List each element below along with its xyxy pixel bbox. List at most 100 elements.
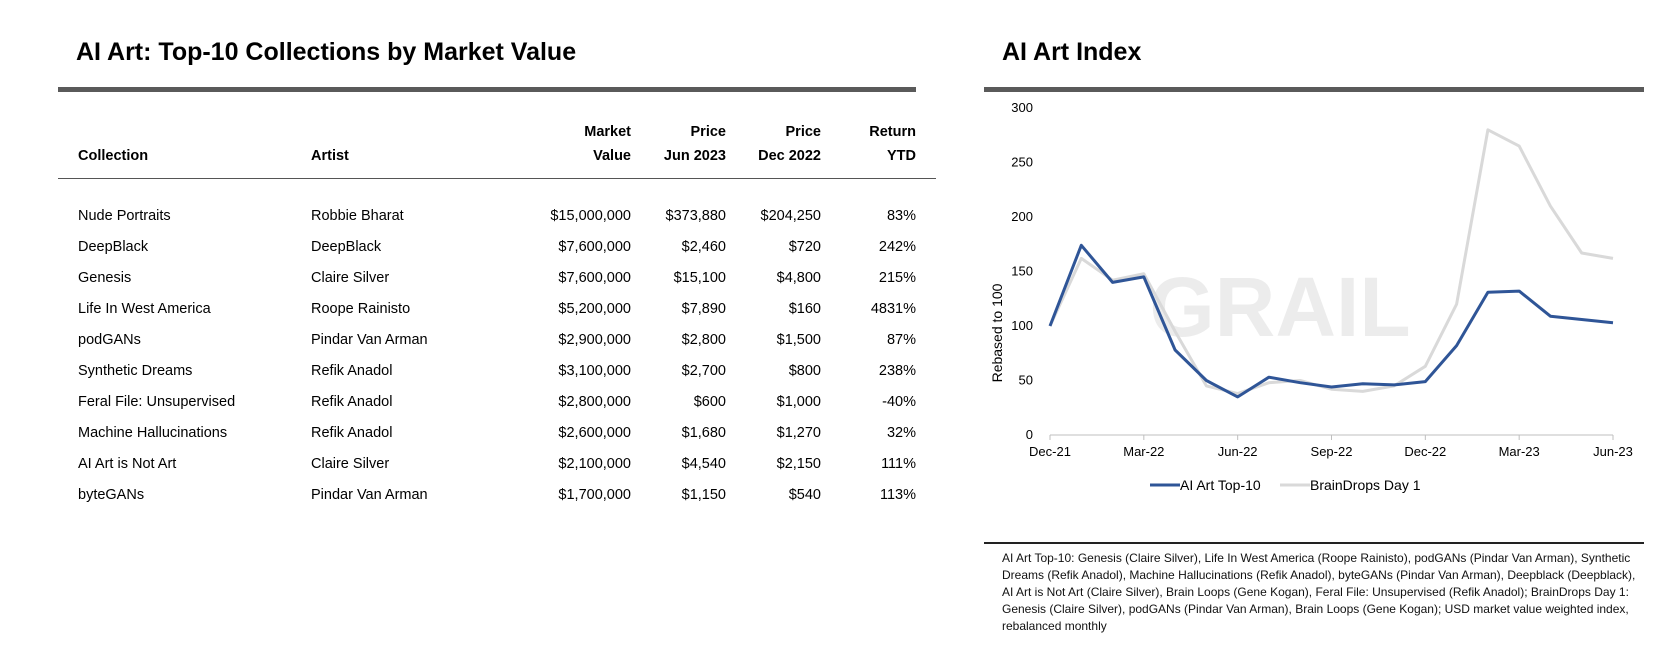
x-tick-label: Dec-22 — [1404, 444, 1446, 459]
cell-return-ytd: 83% — [886, 208, 916, 224]
ai-art-index-chart: GRAIL 0 50 100 150 200 250 300 Dec-21 Mar-22 Jun… — [989, 100, 1633, 493]
cell-collection: Nude Portraits — [78, 208, 171, 224]
cell-price-dec-2022: $720 — [788, 239, 821, 255]
cell-artist: Refik Anadol — [311, 425, 393, 441]
cell-collection: Feral File: Unsupervised — [78, 394, 236, 410]
cell-price-jun-2023: $2,460 — [681, 239, 726, 255]
chart-top-rule — [984, 87, 1644, 92]
cell-collection: Life In West America — [78, 301, 211, 317]
collections-table: Collection Artist Market Value Price Jun 2… — [58, 98, 936, 511]
cell-artist: Claire Silver — [311, 270, 390, 286]
cell-collection: Synthetic Dreams — [78, 363, 193, 379]
table-row: AI Art is Not Art Claire Silver $2,100,000… — [58, 449, 936, 480]
cell-price-dec-2022: $1,000 — [776, 394, 821, 410]
cell-return-ytd: 111% — [881, 456, 916, 472]
table-body: Nude Portraits Robbie Bharat $15,000,000 $3… — [58, 179, 936, 512]
cell-price-dec-2022: $540 — [788, 487, 821, 503]
cell-return-ytd: 87% — [886, 332, 916, 348]
cell-market-value: $2,600,000 — [558, 425, 631, 441]
header-collection: Collection — [78, 148, 149, 164]
cell-artist: Pindar Van Arman — [311, 332, 428, 348]
svg-text:GRAIL: GRAIL — [1149, 260, 1410, 354]
y-axis-label: Rebased to 100 — [989, 283, 1005, 382]
table-row: byteGANs Pindar Van Arman $1,700,000 $1,150… — [58, 480, 936, 511]
chart-footnote: AI Art Top-10: Genesis (Claire Silver), … — [1002, 551, 1636, 633]
cell-price-jun-2023: $7,890 — [681, 301, 726, 317]
cell-artist: Refik Anadol — [311, 363, 393, 379]
table-row: Life In West America Roope Rainisto $5,200… — [58, 294, 936, 325]
cell-price-dec-2022: $1,500 — [776, 332, 821, 348]
table-row: DeepBlack DeepBlack $7,600,000 $2,460 $720 24… — [58, 232, 936, 263]
cell-price-dec-2022: $204,250 — [760, 208, 821, 224]
table-header-row: Collection Artist Market Value Price Jun 2… — [58, 98, 936, 179]
cell-return-ytd: 4831% — [870, 301, 916, 317]
y-tick-label: 200 — [1011, 209, 1033, 224]
cell-price-dec-2022: $4,800 — [776, 270, 821, 286]
series-line-0 — [1048, 243, 1614, 399]
series-lines — [1048, 128, 1614, 399]
cell-price-jun-2023: $600 — [693, 394, 726, 410]
cell-return-ytd: 32% — [886, 425, 916, 441]
cell-price-jun-2023: $2,800 — [681, 332, 726, 348]
cell-price-jun-2023: $15,100 — [673, 270, 726, 286]
table-row: Feral File: Unsupervised Refik Anadol $2,8… — [58, 387, 936, 418]
x-tick-label: Mar-22 — [1123, 444, 1164, 459]
cell-return-ytd: 215% — [878, 270, 916, 286]
cell-market-value: $1,700,000 — [558, 487, 631, 503]
cell-price-dec-2022: $800 — [788, 363, 821, 379]
cell-market-value: $3,100,000 — [558, 363, 631, 379]
header-artist: Artist — [311, 148, 349, 164]
table-row: Genesis Claire Silver $7,600,000 $15,100 $4,… — [58, 263, 936, 294]
table-row: Synthetic Dreams Refik Anadol $3,100,000 $2… — [58, 356, 936, 387]
cell-artist: Claire Silver — [311, 456, 390, 472]
cell-collection: Genesis — [78, 270, 132, 286]
cell-artist: Refik Anadol — [311, 394, 393, 410]
cell-price-dec-2022: $160 — [788, 301, 821, 317]
chart-title: AI Art Index — [1002, 38, 1142, 66]
cell-market-value: $2,100,000 — [558, 456, 631, 472]
series-line-1 — [1048, 128, 1614, 396]
cell-collection: AI Art is Not Art — [78, 456, 177, 472]
cell-price-dec-2022: $1,270 — [776, 425, 821, 441]
table-row: Machine Hallucinations Refik Anadol $2,600… — [58, 418, 936, 449]
y-tick-label: 150 — [1011, 264, 1033, 279]
cell-artist: Pindar Van Arman — [311, 487, 428, 503]
cell-price-jun-2023: $1,150 — [681, 487, 726, 503]
table-top-rule — [58, 87, 916, 92]
cell-artist: DeepBlack — [311, 239, 382, 255]
y-tick-label: 50 — [1019, 373, 1033, 388]
cell-market-value: $7,600,000 — [558, 270, 631, 286]
cell-market-value: $5,200,000 — [558, 301, 631, 317]
x-tick-label: Jun-22 — [1218, 444, 1258, 459]
cell-return-ytd: -40% — [882, 394, 916, 410]
chart-legend: AI Art Top-10 BrainDrops Day 1 — [1150, 477, 1421, 493]
cell-collection: Machine Hallucinations — [78, 425, 228, 441]
x-tick-label: Dec-21 — [1029, 444, 1071, 459]
table-title: AI Art: Top-10 Collections by Market Val… — [76, 38, 577, 66]
cell-market-value: $2,900,000 — [558, 332, 631, 348]
footnote-rule — [984, 542, 1644, 544]
cell-return-ytd: 242% — [878, 239, 916, 255]
header-price-jun-2023: Price Jun 2023 — [663, 124, 726, 164]
x-tick-label: Mar-23 — [1499, 444, 1540, 459]
cell-artist: Roope Rainisto — [311, 301, 411, 317]
table-row: Nude Portraits Robbie Bharat $15,000,000 $3… — [58, 201, 936, 232]
x-tick-label: Sep-22 — [1311, 444, 1353, 459]
cell-collection: podGANs — [78, 332, 141, 348]
header-price-dec-2022: Price Dec 2022 — [758, 124, 821, 164]
cell-price-jun-2023: $1,680 — [681, 425, 726, 441]
collections-table-container: Collection Artist Market Value Price Jun 2… — [58, 98, 936, 511]
cell-collection: DeepBlack — [78, 239, 149, 255]
y-axis: 0 50 100 150 200 250 300 — [1011, 100, 1033, 442]
y-tick-label: 100 — [1011, 318, 1033, 333]
y-tick-label: 300 — [1011, 100, 1033, 115]
cell-return-ytd: 113% — [879, 487, 916, 503]
y-tick-label: 250 — [1011, 155, 1033, 170]
legend-label: AI Art Top-10 — [1180, 477, 1261, 493]
x-axis: Dec-21 Mar-22 Jun-22 Sep-22 Dec-22 Mar-23 Jun-… — [1029, 434, 1633, 459]
header-return-ytd: Return YTD — [869, 124, 916, 164]
cell-market-value: $2,800,000 — [558, 394, 631, 410]
cell-price-jun-2023: $373,880 — [665, 208, 726, 224]
cell-market-value: $7,600,000 — [558, 239, 631, 255]
legend-label: BrainDrops Day 1 — [1310, 477, 1421, 493]
